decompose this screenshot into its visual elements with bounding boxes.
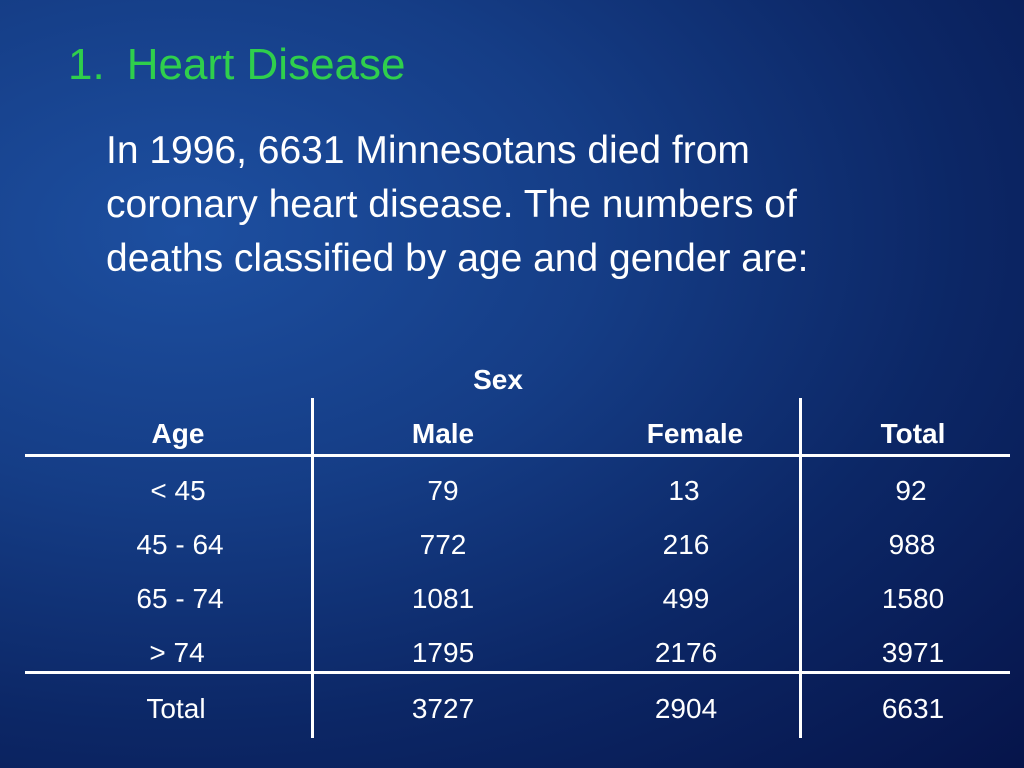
table-cell: 65 - 74 bbox=[136, 583, 224, 614]
title-text: Heart Disease bbox=[126, 40, 406, 89]
sex-column-divider bbox=[799, 398, 802, 738]
table-cell: 45 - 64 bbox=[136, 529, 224, 560]
intro-line: In 1996, 6631 Minnesotans died from bbox=[106, 129, 750, 172]
age-column-divider bbox=[311, 398, 314, 738]
table-cell: > 74 bbox=[149, 637, 205, 668]
table-cell: 216 bbox=[662, 529, 710, 560]
table-cell: 1580 bbox=[881, 583, 945, 614]
total-rule bbox=[25, 671, 1010, 674]
table-cell: 1081 bbox=[411, 583, 475, 614]
intro-paragraph: In 1996, 6631 Minnesotans died from coro… bbox=[106, 124, 986, 286]
intro-line: coronary heart disease. The numbers of bbox=[106, 183, 797, 226]
column-header-female: Female bbox=[646, 418, 744, 449]
total-row-cell: 2904 bbox=[654, 693, 718, 724]
table-cell: < 45 bbox=[150, 475, 206, 506]
total-row-cell: 3727 bbox=[411, 693, 475, 724]
table-cell: 79 bbox=[427, 475, 459, 506]
table-cell: 2176 bbox=[654, 637, 718, 668]
table-cell: 92 bbox=[895, 475, 927, 506]
slide-title: 1. Heart Disease bbox=[68, 40, 405, 90]
header-rule bbox=[25, 454, 1010, 457]
table-cell: 1795 bbox=[411, 637, 475, 668]
total-row-cell: 6631 bbox=[881, 693, 945, 724]
table-cell: 3971 bbox=[881, 637, 945, 668]
table-cell: 499 bbox=[662, 583, 710, 614]
table-cell: 772 bbox=[419, 529, 467, 560]
column-header-total: Total bbox=[880, 418, 946, 449]
total-row-cell: Total bbox=[146, 693, 206, 724]
intro-line: deaths classified by age and gender are: bbox=[106, 237, 809, 280]
sex-group-header: Sex bbox=[473, 364, 523, 395]
table-cell: 13 bbox=[668, 475, 700, 506]
title-number: 1. bbox=[68, 40, 105, 89]
column-header-age: Age bbox=[151, 418, 205, 449]
table-cell: 988 bbox=[888, 529, 936, 560]
column-header-male: Male bbox=[411, 418, 475, 449]
